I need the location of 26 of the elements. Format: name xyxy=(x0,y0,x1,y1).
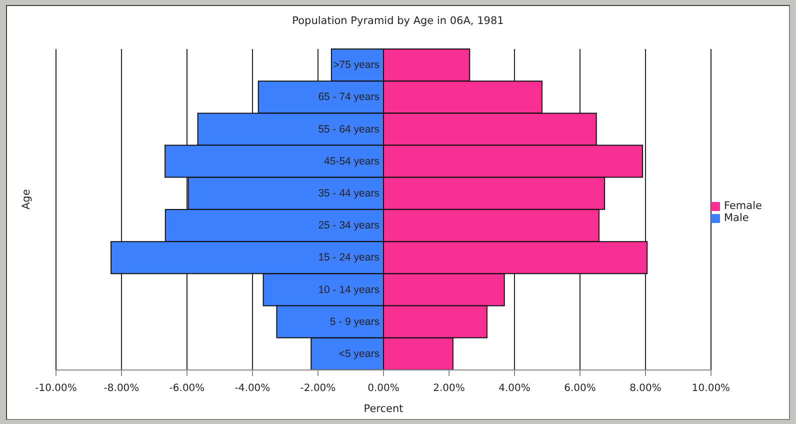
x-tick-label: 0.00% xyxy=(368,383,400,394)
y-tick-label: 45-54 years xyxy=(324,155,380,168)
legend-label: Male xyxy=(724,212,749,224)
legend-label: Female xyxy=(724,200,762,212)
y-tick-label: <5 years xyxy=(338,348,380,360)
y-tick-label: 55 - 64 years xyxy=(318,123,380,136)
y-tick-label: 65 - 74 years xyxy=(318,91,380,104)
x-tick-label: -10.00% xyxy=(35,383,77,394)
x-tick-label: 2.00% xyxy=(433,383,465,394)
y-tick-label: 10 - 14 years xyxy=(318,284,380,296)
x-tick-label: 10.00% xyxy=(692,383,730,394)
chart-title: Population Pyramid by Age in 06A, 1981 xyxy=(291,15,505,27)
x-axis-title: Percent xyxy=(364,403,404,415)
x-tick-label: -8.00% xyxy=(104,383,140,394)
x-tick-label: 4.00% xyxy=(498,383,530,394)
y-tick-label: 15 - 24 years xyxy=(318,252,380,264)
y-tick-label: 25 - 34 years xyxy=(318,220,380,232)
y-tick-label: 5 - 9 years xyxy=(330,316,380,328)
y-tick-label: >75 years xyxy=(333,59,380,72)
x-tick-label: -2.00% xyxy=(300,383,336,394)
x-tick-label: 8.00% xyxy=(630,383,662,394)
x-tick-label: -6.00% xyxy=(169,383,205,394)
y-axis-title: Age xyxy=(20,189,33,210)
y-tick-label: 35 - 44 years xyxy=(318,187,380,200)
x-tick-label: 6.00% xyxy=(564,383,596,394)
x-tick-label: -4.00% xyxy=(234,383,270,394)
